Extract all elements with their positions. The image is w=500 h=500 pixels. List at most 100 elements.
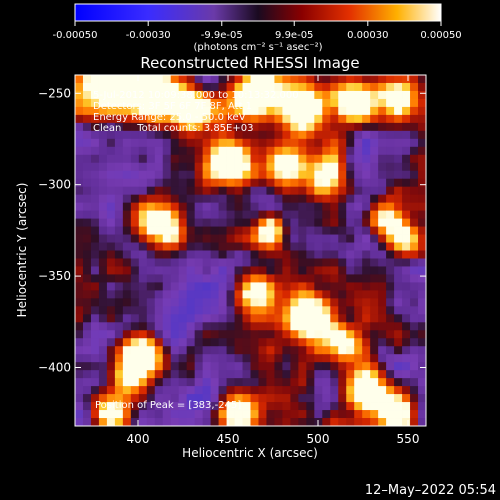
heatmap-cell — [250, 306, 259, 315]
heatmap-cell — [354, 122, 363, 132]
heatmap-cell — [306, 226, 315, 235]
heatmap-cell — [386, 330, 395, 339]
heatmap-cell — [218, 258, 227, 267]
colorbar-bar — [74, 3, 442, 22]
heatmap-cell — [306, 194, 315, 204]
heatmap-cell — [338, 306, 347, 315]
heatmap-cell — [378, 122, 387, 132]
heatmap-cell — [290, 170, 299, 180]
heatmap-cell — [202, 378, 212, 387]
plot-frame — [74, 74, 427, 427]
heatmap-cell — [290, 146, 299, 156]
heatmap-cell — [410, 370, 419, 379]
heatmap-cell — [90, 226, 100, 235]
heatmap-cell — [290, 130, 299, 140]
heatmap-cell — [75, 306, 84, 315]
colorbar: -0.00050 -0.00030 -9.9e-05 9.9e-05 0.00030 0.… — [53, 3, 462, 53]
heatmap-cell — [346, 298, 355, 307]
info-line-1: 5-Jul-2012 10:09:38.000 to 10:13:32.000 — [93, 90, 299, 101]
heatmap-cell — [226, 258, 235, 267]
heatmap-cell — [178, 258, 188, 267]
heatmap-cell — [298, 274, 307, 283]
heatmap-cell — [410, 346, 419, 355]
heatmap-cell — [346, 234, 355, 243]
heatmap-cell — [282, 114, 291, 124]
heatmap-cell — [82, 338, 92, 347]
heatmap-cell — [194, 354, 204, 363]
heatmap-cell — [234, 162, 243, 172]
heatmap-cell — [338, 75, 347, 84]
heatmap-cell — [186, 194, 196, 204]
heatmap-cell — [250, 178, 259, 188]
heatmap-cell — [138, 290, 148, 299]
heatmap-cell — [394, 90, 403, 100]
heatmap-cell — [162, 186, 172, 196]
heatmap-cell — [154, 106, 164, 116]
heatmap-cell — [90, 202, 100, 212]
heatmap-cell — [250, 250, 259, 259]
heatmap-cell — [410, 98, 419, 108]
heatmap-cell — [330, 106, 339, 116]
heatmap-cell — [338, 162, 347, 172]
heatmap-cell — [378, 362, 387, 371]
heatmap-cell — [146, 378, 156, 387]
heatmap-cell — [138, 162, 148, 172]
heatmap-cell — [274, 330, 283, 339]
heatmap-cell — [250, 242, 259, 251]
heatmap-cell — [98, 314, 108, 323]
heatmap-cell — [234, 418, 243, 426]
heatmap-cell — [82, 170, 92, 180]
heatmap-cell — [330, 234, 339, 243]
heatmap-cell — [314, 122, 323, 132]
heatmap-cell — [170, 114, 180, 124]
heatmap-cell — [266, 234, 275, 243]
y-tick-label: −400 — [38, 361, 71, 375]
heatmap-cell — [226, 138, 235, 148]
heatmap-cell — [75, 218, 84, 227]
heatmap-cell — [218, 402, 227, 411]
heatmap-cell — [266, 362, 275, 371]
heatmap-cell — [234, 362, 243, 371]
heatmap-cell — [234, 354, 243, 363]
heatmap-cell — [154, 226, 164, 235]
heatmap-cell — [394, 122, 403, 132]
heatmap-cell — [362, 418, 371, 426]
heatmap-cell — [402, 130, 411, 140]
heatmap-cell — [210, 354, 219, 363]
heatmap-cell — [194, 370, 204, 379]
heatmap-cell — [194, 338, 204, 347]
heatmap-cell — [218, 242, 227, 251]
heatmap-cell — [162, 82, 172, 92]
heatmap-cell — [306, 298, 315, 307]
heatmap-cell — [75, 362, 84, 371]
heatmap-cell — [266, 250, 275, 259]
heatmap-cell — [370, 418, 379, 426]
heatmap-cell — [250, 218, 259, 227]
heatmap-cell — [194, 298, 204, 307]
heatmap-cell — [418, 218, 426, 227]
heatmap-cell — [290, 218, 299, 227]
heatmap-cell — [234, 258, 243, 267]
heatmap-cell — [282, 138, 291, 148]
heatmap-cell — [274, 202, 283, 212]
heatmap-cell — [290, 210, 299, 219]
heatmap-cell — [170, 130, 180, 140]
heatmap-cell — [306, 346, 315, 355]
heatmap-cell — [282, 258, 291, 267]
heatmap-cell — [338, 234, 347, 243]
heatmap-cell — [338, 330, 347, 339]
heatmap-cell — [250, 330, 259, 339]
heatmap-cell — [410, 418, 419, 426]
heatmap-cell — [75, 202, 84, 212]
heatmap-cell — [306, 178, 315, 188]
heatmap-cell — [75, 82, 84, 92]
heatmap-cell — [202, 122, 212, 132]
heatmap-cell — [338, 290, 347, 299]
heatmap-cell — [386, 250, 395, 259]
heatmap-cell — [298, 402, 307, 411]
heatmap-cell — [418, 274, 426, 283]
heatmap-cell — [250, 82, 259, 92]
heatmap-cell — [98, 162, 108, 172]
heatmap-cell — [82, 402, 92, 411]
heatmap-cell — [75, 170, 84, 180]
